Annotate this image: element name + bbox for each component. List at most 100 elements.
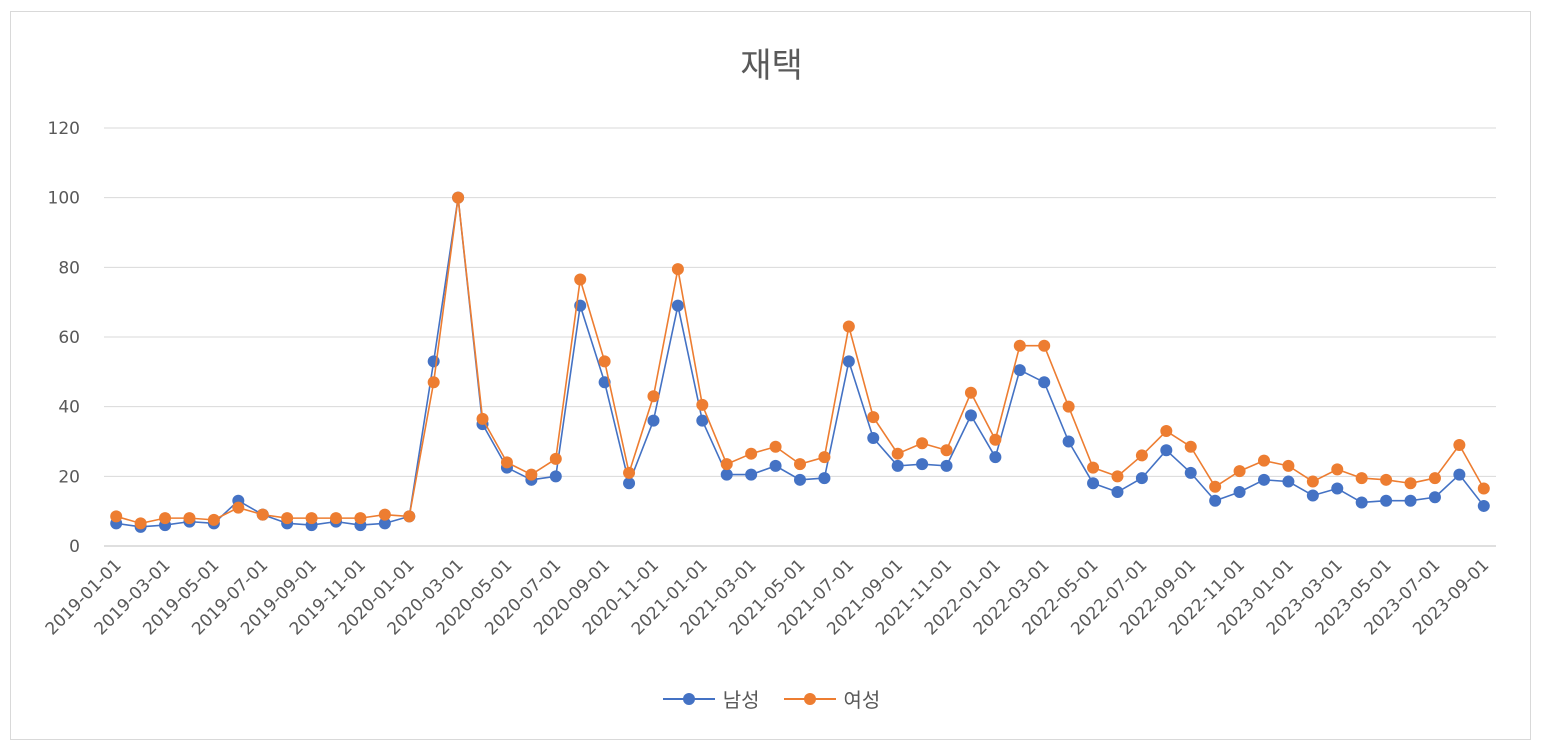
data-point-1-48 [1282, 459, 1295, 472]
legend-label-female: 여성 [843, 688, 881, 712]
data-point-1-11 [378, 508, 391, 521]
data-point-1-15 [476, 412, 489, 425]
data-point-1-41 [1111, 470, 1124, 483]
data-point-0-27 [769, 459, 782, 472]
data-point-1-50 [1331, 463, 1344, 476]
data-point-1-10 [354, 512, 367, 525]
y-tick-label: 20 [58, 467, 80, 487]
data-point-1-5 [232, 501, 245, 514]
data-point-0-55 [1453, 468, 1466, 481]
data-point-0-43 [1160, 444, 1173, 457]
data-point-0-25 [720, 468, 733, 481]
data-point-1-37 [1013, 339, 1026, 352]
data-point-0-30 [842, 355, 855, 368]
data-point-0-28 [794, 473, 806, 486]
data-point-1-0 [110, 510, 123, 523]
data-point-0-52 [1380, 494, 1393, 507]
data-point-1-16 [500, 456, 513, 469]
y-tick-label: 80 [58, 258, 80, 278]
data-point-1-42 [1135, 449, 1148, 462]
chart-frame [10, 11, 1531, 740]
data-point-0-45 [1209, 494, 1222, 507]
grid-lines [104, 127, 1496, 547]
legend-marker-male [662, 692, 715, 706]
data-point-1-34 [940, 444, 953, 457]
data-point-1-49 [1306, 475, 1319, 488]
data-point-1-53 [1404, 477, 1417, 490]
data-point-1-32 [891, 447, 904, 460]
x-axis-ticks: 2019-01-012019-03-012019-05-012019-07-01… [42, 555, 1494, 639]
legend-item-female: 여성 [783, 684, 881, 713]
data-point-0-13 [427, 355, 440, 368]
data-point-0-22 [647, 414, 660, 427]
data-point-0-53 [1404, 494, 1417, 507]
data-point-1-33 [916, 437, 929, 450]
y-axis-ticks: 0 20 40 60 80 100 120 [48, 119, 80, 557]
data-point-0-51 [1355, 496, 1368, 509]
data-point-1-7 [281, 512, 294, 525]
data-point-1-14 [452, 191, 465, 204]
data-point-0-50 [1331, 482, 1344, 495]
legend-marker-female [783, 692, 836, 706]
data-point-0-33 [916, 458, 929, 471]
data-point-0-40 [1087, 477, 1100, 490]
data-point-1-44 [1184, 440, 1197, 453]
data-point-1-47 [1258, 454, 1270, 467]
data-point-1-46 [1233, 465, 1246, 478]
data-point-1-51 [1355, 472, 1368, 485]
data-point-0-38 [1038, 376, 1051, 389]
legend-item-male: 남성 [662, 684, 760, 713]
data-point-0-54 [1428, 491, 1441, 504]
data-point-1-39 [1062, 400, 1075, 413]
data-point-0-36 [989, 451, 1002, 464]
data-point-0-41 [1111, 486, 1124, 499]
data-point-0-48 [1282, 475, 1295, 488]
data-point-1-56 [1477, 482, 1490, 495]
data-point-1-38 [1038, 339, 1051, 352]
data-point-1-8 [305, 512, 318, 525]
data-point-0-21 [623, 477, 636, 490]
data-point-1-45 [1209, 480, 1222, 493]
series-layer [110, 191, 1490, 533]
data-point-0-31 [867, 432, 880, 445]
data-point-1-52 [1380, 473, 1393, 486]
data-point-1-31 [867, 411, 880, 424]
data-point-0-34 [940, 459, 953, 472]
data-point-0-24 [696, 414, 709, 427]
data-point-1-36 [989, 433, 1002, 446]
data-point-1-6 [256, 508, 269, 521]
data-point-0-46 [1233, 486, 1246, 499]
data-point-1-13 [427, 376, 440, 389]
data-point-1-20 [598, 355, 611, 368]
data-point-1-29 [818, 451, 831, 464]
data-point-1-1 [134, 517, 147, 530]
data-point-1-35 [964, 386, 977, 399]
y-tick-label: 120 [48, 119, 80, 139]
data-point-1-22 [647, 390, 660, 403]
y-tick-label: 60 [58, 328, 80, 348]
data-point-1-21 [623, 466, 636, 479]
y-tick-label: 40 [58, 398, 80, 418]
data-point-0-11 [378, 517, 391, 530]
data-point-0-37 [1013, 364, 1026, 377]
data-point-0-44 [1184, 466, 1197, 479]
data-point-1-43 [1160, 425, 1173, 438]
data-point-0-47 [1258, 473, 1270, 486]
data-point-1-19 [574, 273, 587, 286]
data-point-1-40 [1087, 461, 1100, 474]
data-point-0-20 [598, 376, 611, 389]
data-point-1-17 [525, 468, 538, 481]
y-tick-label: 100 [48, 189, 80, 209]
series-0 [110, 191, 1490, 533]
chart-title: 재택 [740, 46, 803, 86]
data-point-1-25 [720, 458, 733, 471]
data-point-1-24 [696, 398, 709, 411]
data-point-0-35 [964, 409, 977, 422]
data-point-1-55 [1453, 438, 1466, 451]
data-point-1-4 [207, 513, 220, 526]
data-point-1-30 [842, 320, 855, 333]
series-1 [110, 191, 1490, 530]
data-point-0-39 [1062, 435, 1075, 448]
data-point-1-54 [1428, 472, 1441, 485]
